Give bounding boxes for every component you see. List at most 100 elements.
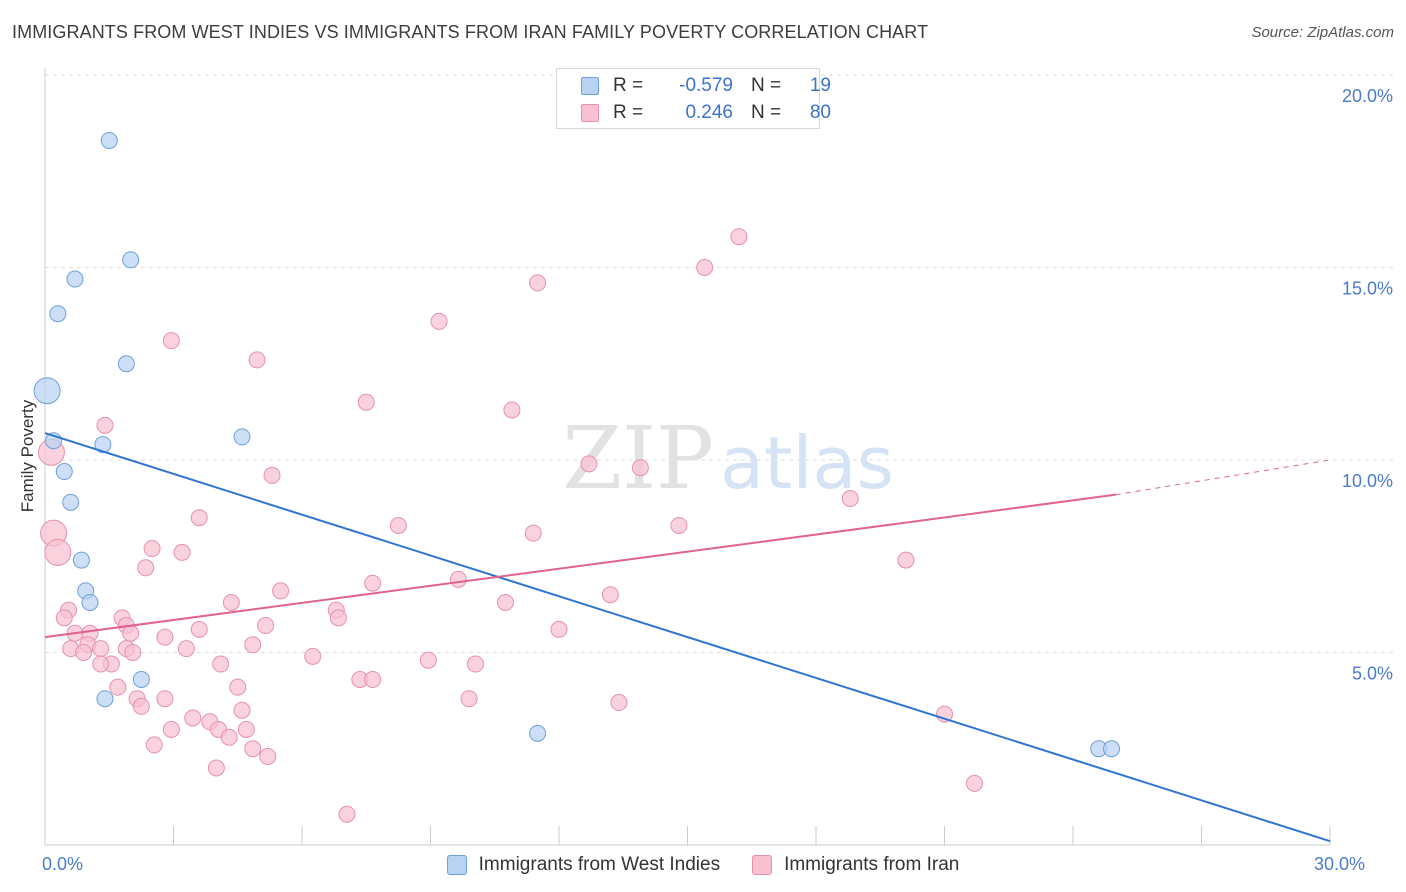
west-indies-point [117, 355, 135, 373]
iran-point [304, 647, 322, 665]
iran-point [965, 774, 983, 792]
west-indies-point [55, 463, 73, 481]
west-indies-point [1103, 740, 1121, 758]
legend-r-value: -0.579 [679, 75, 733, 96]
legend-swatch-pink [581, 104, 599, 122]
iran-point [389, 516, 407, 534]
iran-point [244, 740, 262, 758]
iran-point [496, 593, 514, 611]
iran-point [177, 640, 195, 658]
legend-item-iran: Immigrants from Iran [752, 854, 959, 876]
iran-point [529, 274, 547, 292]
series-west-indies-points [33, 131, 1121, 758]
trend-line-iran [44, 493, 1116, 639]
legend-row-iran: R = 0.246 N = 80 [581, 101, 831, 125]
iran-point [329, 609, 347, 627]
iran-point [419, 651, 437, 669]
iran-point [580, 455, 598, 473]
iran-point [207, 759, 225, 777]
west-indies-point [62, 493, 80, 511]
iran-point [670, 516, 688, 534]
iran-point [162, 721, 180, 738]
iran-point [156, 690, 174, 708]
iran-point [601, 586, 619, 604]
iran-point [364, 574, 382, 592]
legend-item-west-indies: Immigrants from West Indies [446, 854, 721, 876]
iran-point [212, 655, 230, 673]
iran-point [55, 609, 73, 627]
iran-point [449, 570, 467, 588]
west-indies-point [233, 428, 251, 446]
iran-point [430, 312, 448, 330]
iran-point [610, 694, 628, 712]
legend-row-west-indies: R = -0.579 N = 19 [581, 74, 831, 98]
legend-n-value: 19 [809, 75, 831, 96]
west-indies-point [122, 251, 140, 269]
iran-point [222, 593, 240, 611]
iran-point [137, 559, 155, 577]
legend-n-label: N = [751, 75, 782, 96]
iran-point [272, 582, 290, 600]
west-indies-point [132, 670, 150, 688]
iran-point [466, 655, 484, 673]
legend-n-value: 80 [809, 102, 831, 123]
iran-point [143, 540, 161, 558]
west-indies-point [100, 131, 118, 149]
legend-swatch-blue [581, 77, 599, 95]
y-tick-label: 5.0% [1352, 664, 1393, 684]
iran-point [696, 259, 714, 276]
iran-point [550, 620, 568, 638]
west-indies-point [72, 551, 90, 569]
y-tick-label: 20.0% [1342, 86, 1393, 106]
legend-r-label: R = [613, 102, 644, 123]
iran-point [190, 509, 208, 527]
iran-point [92, 655, 110, 673]
west-indies-point [96, 690, 114, 708]
trend-line-iran-extension [1115, 459, 1331, 496]
iran-point [897, 551, 915, 569]
legend-r-value: 0.246 [685, 102, 733, 123]
west-indies-point [49, 305, 67, 323]
iran-point [145, 736, 163, 754]
legend-swatch-blue [446, 855, 467, 875]
west-indies-point [529, 724, 547, 742]
iran-point [220, 728, 238, 746]
iran-point [263, 466, 281, 484]
legend-label-west-indies: Immigrants from West Indies [478, 854, 721, 875]
source-credit: Source: ZipAtlas.com [1251, 24, 1394, 41]
iran-point [730, 228, 748, 246]
iran-point [162, 332, 180, 350]
iran-point [184, 709, 202, 727]
west-indies-point [33, 377, 61, 405]
x-tick-label: 0.0% [42, 854, 83, 874]
chart-title: IMMIGRANTS FROM WEST INDIES VS IMMIGRANT… [12, 22, 929, 42]
iran-point [338, 805, 356, 823]
iran-point [257, 617, 275, 635]
series-iran-points [37, 228, 983, 823]
iran-point [503, 401, 521, 419]
trend-lines [44, 432, 1331, 843]
iran-point [259, 747, 277, 765]
iran-point [173, 543, 191, 561]
iran-point [190, 620, 208, 638]
correlation-legend: R = -0.579 N = 19 R = 0.246 N = 80 [556, 68, 831, 129]
iran-point [109, 678, 127, 696]
series-legend: Immigrants from West Indies Immigrants f… [0, 852, 1406, 878]
iran-point [233, 701, 251, 719]
y-tick-label: 15.0% [1342, 279, 1393, 299]
watermark-atlas: atlas [720, 421, 894, 505]
iran-point [631, 459, 649, 477]
legend-n-label: N = [751, 102, 782, 123]
iran-point [460, 690, 478, 708]
iran-point [841, 490, 859, 507]
iran-point [92, 640, 110, 658]
iran-point [132, 697, 150, 715]
grid-lines [45, 74, 1395, 653]
iran-point [248, 351, 266, 369]
iran-point [524, 524, 542, 542]
iran-point [122, 624, 140, 642]
y-axis-label: Family Poverty [18, 399, 37, 512]
legend-label-iran: Immigrants from Iran [784, 854, 960, 875]
iran-point [237, 721, 255, 738]
